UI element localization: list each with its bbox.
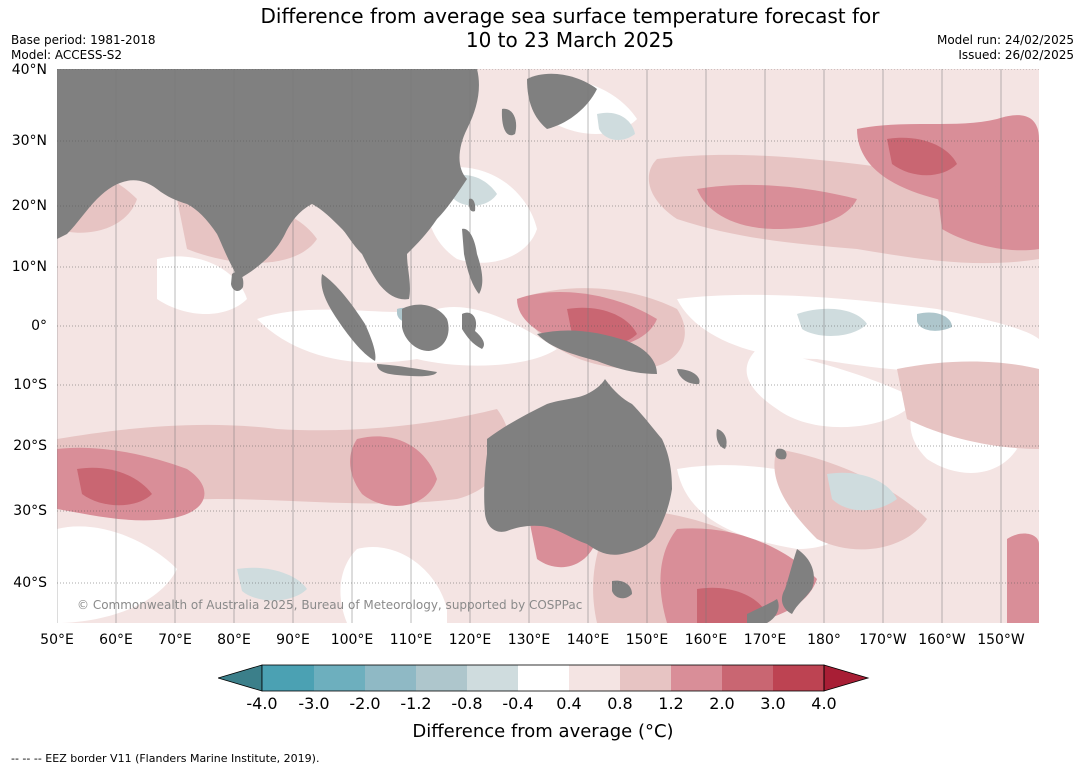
map-svg <box>57 69 1039 623</box>
colorbar-tick-5: -0.8 <box>451 694 483 713</box>
lon-label-70e: 70°E <box>158 632 192 648</box>
lat-label-20n: 20°N <box>11 198 47 214</box>
colorbar-tick-11: 3.0 <box>760 694 786 713</box>
lat-label-30s: 30°S <box>13 503 47 519</box>
map-title-line2: 10 to 23 March 2025 <box>465 28 675 52</box>
model-name: Model: ACCESS-S2 <box>11 48 123 62</box>
map-title: Difference from average sea surface temp… <box>0 4 1085 52</box>
copyright-notice: © Commonwealth of Australia 2025, Bureau… <box>77 598 583 612</box>
colorbar-tick-4: -1.2 <box>400 694 432 713</box>
colorbar-bin-9 <box>671 665 722 691</box>
meta-right: Model run: 24/02/2025 Issued: 26/02/2025 <box>937 33 1074 63</box>
colorbar-tick-6: -0.4 <box>502 694 534 713</box>
lon-label-60e: 60°E <box>99 632 133 648</box>
lon-label-170w: 170°W <box>859 632 907 648</box>
map-title-line1: Difference from average sea surface temp… <box>260 4 880 28</box>
colorbar-bin-4 <box>416 665 467 691</box>
sst-anomaly-map <box>57 69 1039 623</box>
lon-label-110e: 110°E <box>389 632 433 648</box>
lat-label-20s: 20°S <box>13 438 47 454</box>
colorbar-tick-7: 0.4 <box>556 694 582 713</box>
issued-date: Issued: 26/02/2025 <box>958 48 1074 62</box>
lon-label-50e: 50°E <box>40 632 74 648</box>
lon-label-100e: 100°E <box>330 632 374 648</box>
lon-label-90e: 90°E <box>276 632 310 648</box>
model-run: Model run: 24/02/2025 <box>936 33 1074 47</box>
colorbar-bin-8 <box>620 665 671 691</box>
lon-label-120e: 120°E <box>448 632 492 648</box>
meta-left: Base period: 1981-2018 Model: ACCESS-S2 <box>11 33 156 63</box>
lon-label-140e: 140°E <box>566 632 610 648</box>
colorbar-outline <box>261 664 825 692</box>
colorbar-bin-2 <box>314 665 365 691</box>
lon-label-130e: 130°E <box>507 632 551 648</box>
base-period: Base period: 1981-2018 <box>11 33 156 47</box>
lon-label-150e: 150°E <box>625 632 669 648</box>
lon-label-80e: 80°E <box>217 632 251 648</box>
lat-label-30n: 30°N <box>11 133 47 149</box>
lat-label-40n: 40°N <box>11 62 47 78</box>
lon-label-150w: 150°W <box>977 632 1025 648</box>
colorbar-tick-1: -4.0 <box>246 694 278 713</box>
colorbar-tick-10: 2.0 <box>709 694 735 713</box>
colorbar-bin-1 <box>262 665 314 691</box>
eez-footnote: -- -- -- EEZ border V11 (Flanders Marine… <box>11 752 320 765</box>
colorbar-bin-10 <box>722 665 773 691</box>
colorbar-bin-5 <box>467 665 518 691</box>
colorbar-arrow-low <box>218 664 263 692</box>
colorbar-tick-3: -2.0 <box>349 694 381 713</box>
meridians <box>57 69 1002 623</box>
colorbar-arrow-high <box>823 664 870 692</box>
colorbar-tick-8: 0.8 <box>607 694 633 713</box>
lon-label-160e: 160°E <box>684 632 728 648</box>
lon-label-170e: 170°E <box>743 632 787 648</box>
lat-label-0: 0° <box>31 318 47 334</box>
colorbar-bin-3 <box>365 665 416 691</box>
lon-label-160w: 160°W <box>918 632 966 648</box>
lat-label-40s: 40°S <box>13 575 47 591</box>
colorbar-bin-7 <box>569 665 620 691</box>
lon-label-180: 180° <box>807 632 841 648</box>
colorbar-bin-6 <box>518 665 569 691</box>
colorbar <box>218 664 870 692</box>
cool-zones <box>237 112 897 601</box>
colorbar-tick-12: 4.0 <box>811 694 837 713</box>
colorbar-title: Difference from average (°C) <box>412 721 674 742</box>
lat-label-10n: 10°N <box>11 259 47 275</box>
lat-label-10s: 10°S <box>13 377 47 393</box>
colorbar-tick-9: 1.2 <box>658 694 684 713</box>
colorbar-tick-2: -3.0 <box>298 694 330 713</box>
colorbar-bin-11 <box>773 665 824 691</box>
